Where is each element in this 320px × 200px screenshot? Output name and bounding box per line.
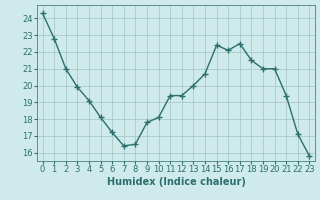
X-axis label: Humidex (Indice chaleur): Humidex (Indice chaleur) <box>107 177 245 187</box>
